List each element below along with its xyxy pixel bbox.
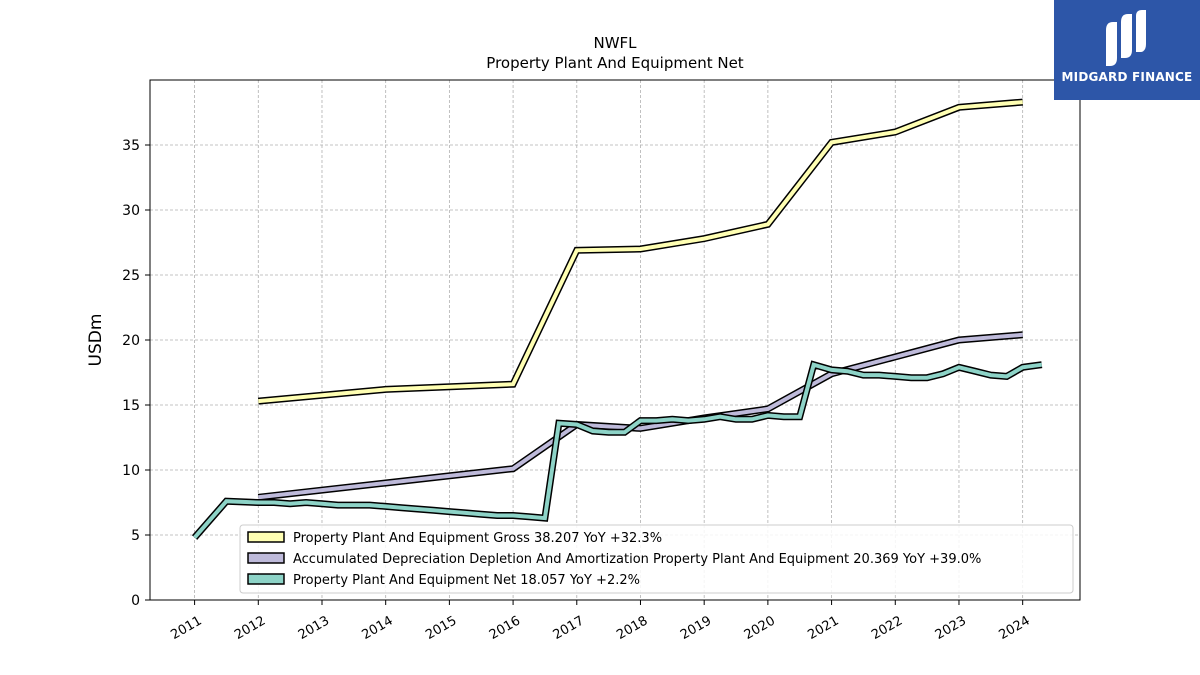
grid-lines [150, 80, 1080, 600]
x-tick-label: 2023 [933, 613, 969, 643]
x-tick-label: 2016 [487, 613, 523, 643]
legend-swatch-gross [247, 531, 285, 543]
x-tick-label: 2019 [678, 613, 714, 643]
chart-title: NWFL [593, 34, 637, 52]
x-tick-label: 2022 [869, 613, 905, 643]
x-tick-label: 2015 [423, 613, 459, 643]
legend: Property Plant And Equipment Gross 38.20… [239, 524, 1074, 594]
x-tick-label: 2021 [805, 613, 841, 643]
chart-subtitle: Property Plant And Equipment Net [486, 54, 743, 72]
brand-logo: MIDGARD FINANCE [1054, 0, 1200, 100]
y-tick-label: 30 [122, 203, 140, 219]
y-tick-label: 0 [131, 593, 140, 609]
legend-label-gross: Property Plant And Equipment Gross 38.20… [293, 531, 662, 546]
series-line-gross [258, 100, 1023, 404]
x-tick-label: 2017 [551, 613, 587, 643]
legend-label-net: Property Plant And Equipment Net 18.057 … [293, 573, 640, 588]
legend-swatch-depreciation [247, 552, 285, 564]
y-axis-label: USDm [86, 314, 106, 367]
y-tick-label: 10 [122, 463, 140, 479]
x-tick-label: 2020 [742, 613, 778, 643]
x-tick-label: 2012 [232, 613, 268, 643]
y-tick-label: 25 [122, 268, 140, 284]
y-tick-label: 35 [122, 138, 140, 154]
x-tick-label: 2014 [360, 613, 396, 643]
y-tick-label: 5 [131, 528, 140, 544]
x-tick-label: 2013 [296, 613, 332, 643]
y-tick-label: 15 [122, 398, 140, 414]
legend-swatch-net [247, 573, 285, 585]
legend-box [239, 524, 1074, 594]
legend-label-depreciation: Accumulated Depreciation Depletion And A… [293, 552, 981, 567]
plot-lines [191, 98, 1043, 540]
y-tick-label: 20 [122, 333, 140, 349]
logo-text: MIDGARD FINANCE [1061, 70, 1193, 84]
x-tick-label: 2011 [168, 613, 204, 643]
x-tick-label: 2024 [997, 613, 1033, 643]
x-tick-label: 2018 [614, 613, 650, 643]
midgard-logo-icon [1106, 10, 1146, 66]
series-line-net [193, 362, 1043, 539]
